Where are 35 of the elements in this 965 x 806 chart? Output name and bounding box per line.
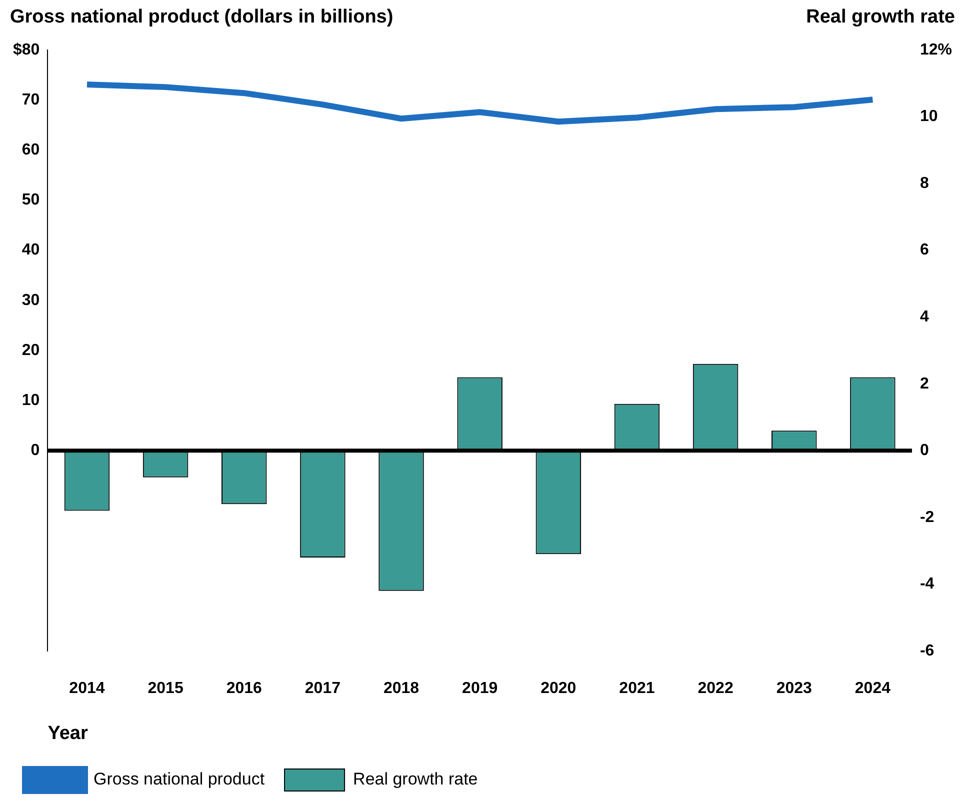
x-tick-label: 2017: [304, 680, 341, 698]
y2-tick-label: -4: [920, 576, 934, 593]
y2-axis-title: Real growth rate: [806, 6, 955, 28]
y-tick-label: 30: [22, 292, 40, 309]
legend-label: Real growth rate: [353, 770, 478, 789]
x-tick-label: 2021: [619, 680, 655, 698]
x-tick-label: 2019: [462, 680, 498, 698]
y2-tick-label: 4: [920, 308, 929, 326]
y2-tick-label: 0: [920, 442, 929, 460]
y2-tick-label: 8: [920, 174, 929, 192]
x-tick-label: 2023: [776, 680, 812, 698]
x-tick-label: 2016: [226, 680, 262, 698]
x-tick-label: 2024: [854, 680, 891, 698]
y2-tick-label: -2: [920, 508, 934, 526]
x-tick-label: 2014: [69, 680, 105, 698]
y-tick-label: 10: [22, 392, 40, 409]
y-tick-label: 70: [22, 91, 40, 108]
y-tick-label: 40: [22, 242, 40, 259]
y-tick-label: $80: [12, 41, 40, 58]
x-tick-label: 2022: [698, 680, 734, 698]
y-tick-label: 60: [22, 142, 40, 159]
y2-tick-label: -6: [920, 642, 934, 660]
y2-tick-label: 10: [920, 108, 938, 126]
x-tick-label: 2015: [148, 680, 184, 698]
legend-label: Gross national product: [94, 770, 265, 789]
x-axis-title: Year: [48, 722, 88, 744]
y-tick-label: 50: [22, 192, 40, 209]
y-tick-label: 0: [30, 442, 40, 460]
y2-tick-label: 2: [920, 375, 929, 392]
y2-tick-label: 6: [920, 242, 929, 259]
x-tick-label: 2020: [540, 680, 576, 698]
y-tick-label: 20: [22, 342, 40, 359]
y-axis-title: Gross national product (dollars in billions): [10, 6, 394, 28]
x-tick-label: 2018: [383, 680, 420, 698]
y2-tick-label: 12%: [920, 41, 952, 58]
